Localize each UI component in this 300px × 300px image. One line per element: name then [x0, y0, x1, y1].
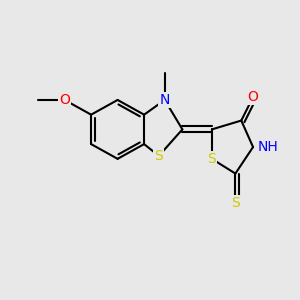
Text: O: O — [59, 93, 70, 107]
Text: S: S — [231, 196, 240, 210]
Text: NH: NH — [257, 140, 278, 154]
Text: O: O — [248, 90, 259, 104]
Text: S: S — [154, 149, 163, 163]
Text: N: N — [160, 93, 170, 107]
Text: S: S — [208, 152, 216, 166]
